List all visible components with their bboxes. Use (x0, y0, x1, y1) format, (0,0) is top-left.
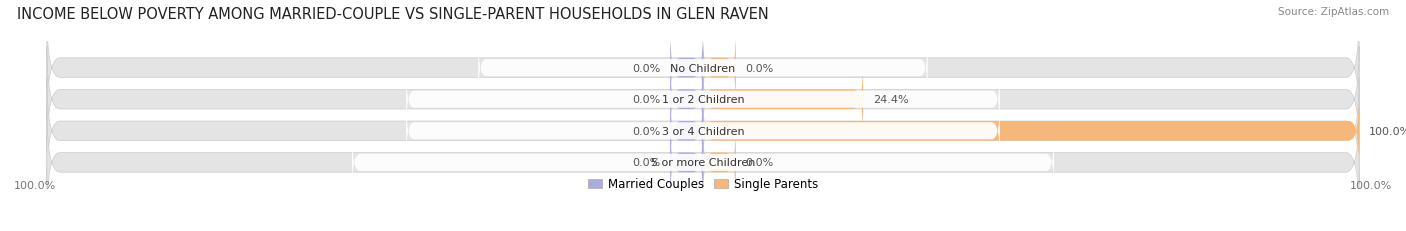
FancyBboxPatch shape (671, 94, 703, 169)
FancyBboxPatch shape (478, 39, 928, 97)
Text: 100.0%: 100.0% (1350, 180, 1392, 190)
FancyBboxPatch shape (46, 109, 1360, 216)
Text: 0.0%: 0.0% (633, 158, 661, 168)
Text: 100.0%: 100.0% (1369, 126, 1406, 136)
FancyBboxPatch shape (406, 102, 1000, 161)
FancyBboxPatch shape (46, 15, 1360, 122)
Text: 100.0%: 100.0% (14, 180, 56, 190)
FancyBboxPatch shape (703, 31, 735, 106)
Text: Source: ZipAtlas.com: Source: ZipAtlas.com (1278, 7, 1389, 17)
Text: INCOME BELOW POVERTY AMONG MARRIED-COUPLE VS SINGLE-PARENT HOUSEHOLDS IN GLEN RA: INCOME BELOW POVERTY AMONG MARRIED-COUPL… (17, 7, 769, 22)
FancyBboxPatch shape (703, 62, 863, 137)
Text: No Children: No Children (671, 63, 735, 73)
FancyBboxPatch shape (671, 125, 703, 200)
Text: 0.0%: 0.0% (745, 158, 773, 168)
FancyBboxPatch shape (703, 125, 735, 200)
FancyBboxPatch shape (352, 134, 1054, 192)
Text: 0.0%: 0.0% (633, 63, 661, 73)
FancyBboxPatch shape (703, 94, 1360, 169)
Text: 5 or more Children: 5 or more Children (651, 158, 755, 168)
FancyBboxPatch shape (671, 31, 703, 106)
Text: 1 or 2 Children: 1 or 2 Children (662, 95, 744, 105)
FancyBboxPatch shape (406, 70, 1000, 129)
Text: 3 or 4 Children: 3 or 4 Children (662, 126, 744, 136)
FancyBboxPatch shape (46, 47, 1360, 153)
FancyBboxPatch shape (671, 62, 703, 137)
Text: 0.0%: 0.0% (745, 63, 773, 73)
FancyBboxPatch shape (46, 78, 1360, 184)
Text: 24.4%: 24.4% (873, 95, 908, 105)
Legend: Married Couples, Single Parents: Married Couples, Single Parents (583, 173, 823, 195)
Text: 0.0%: 0.0% (633, 95, 661, 105)
Text: 0.0%: 0.0% (633, 126, 661, 136)
